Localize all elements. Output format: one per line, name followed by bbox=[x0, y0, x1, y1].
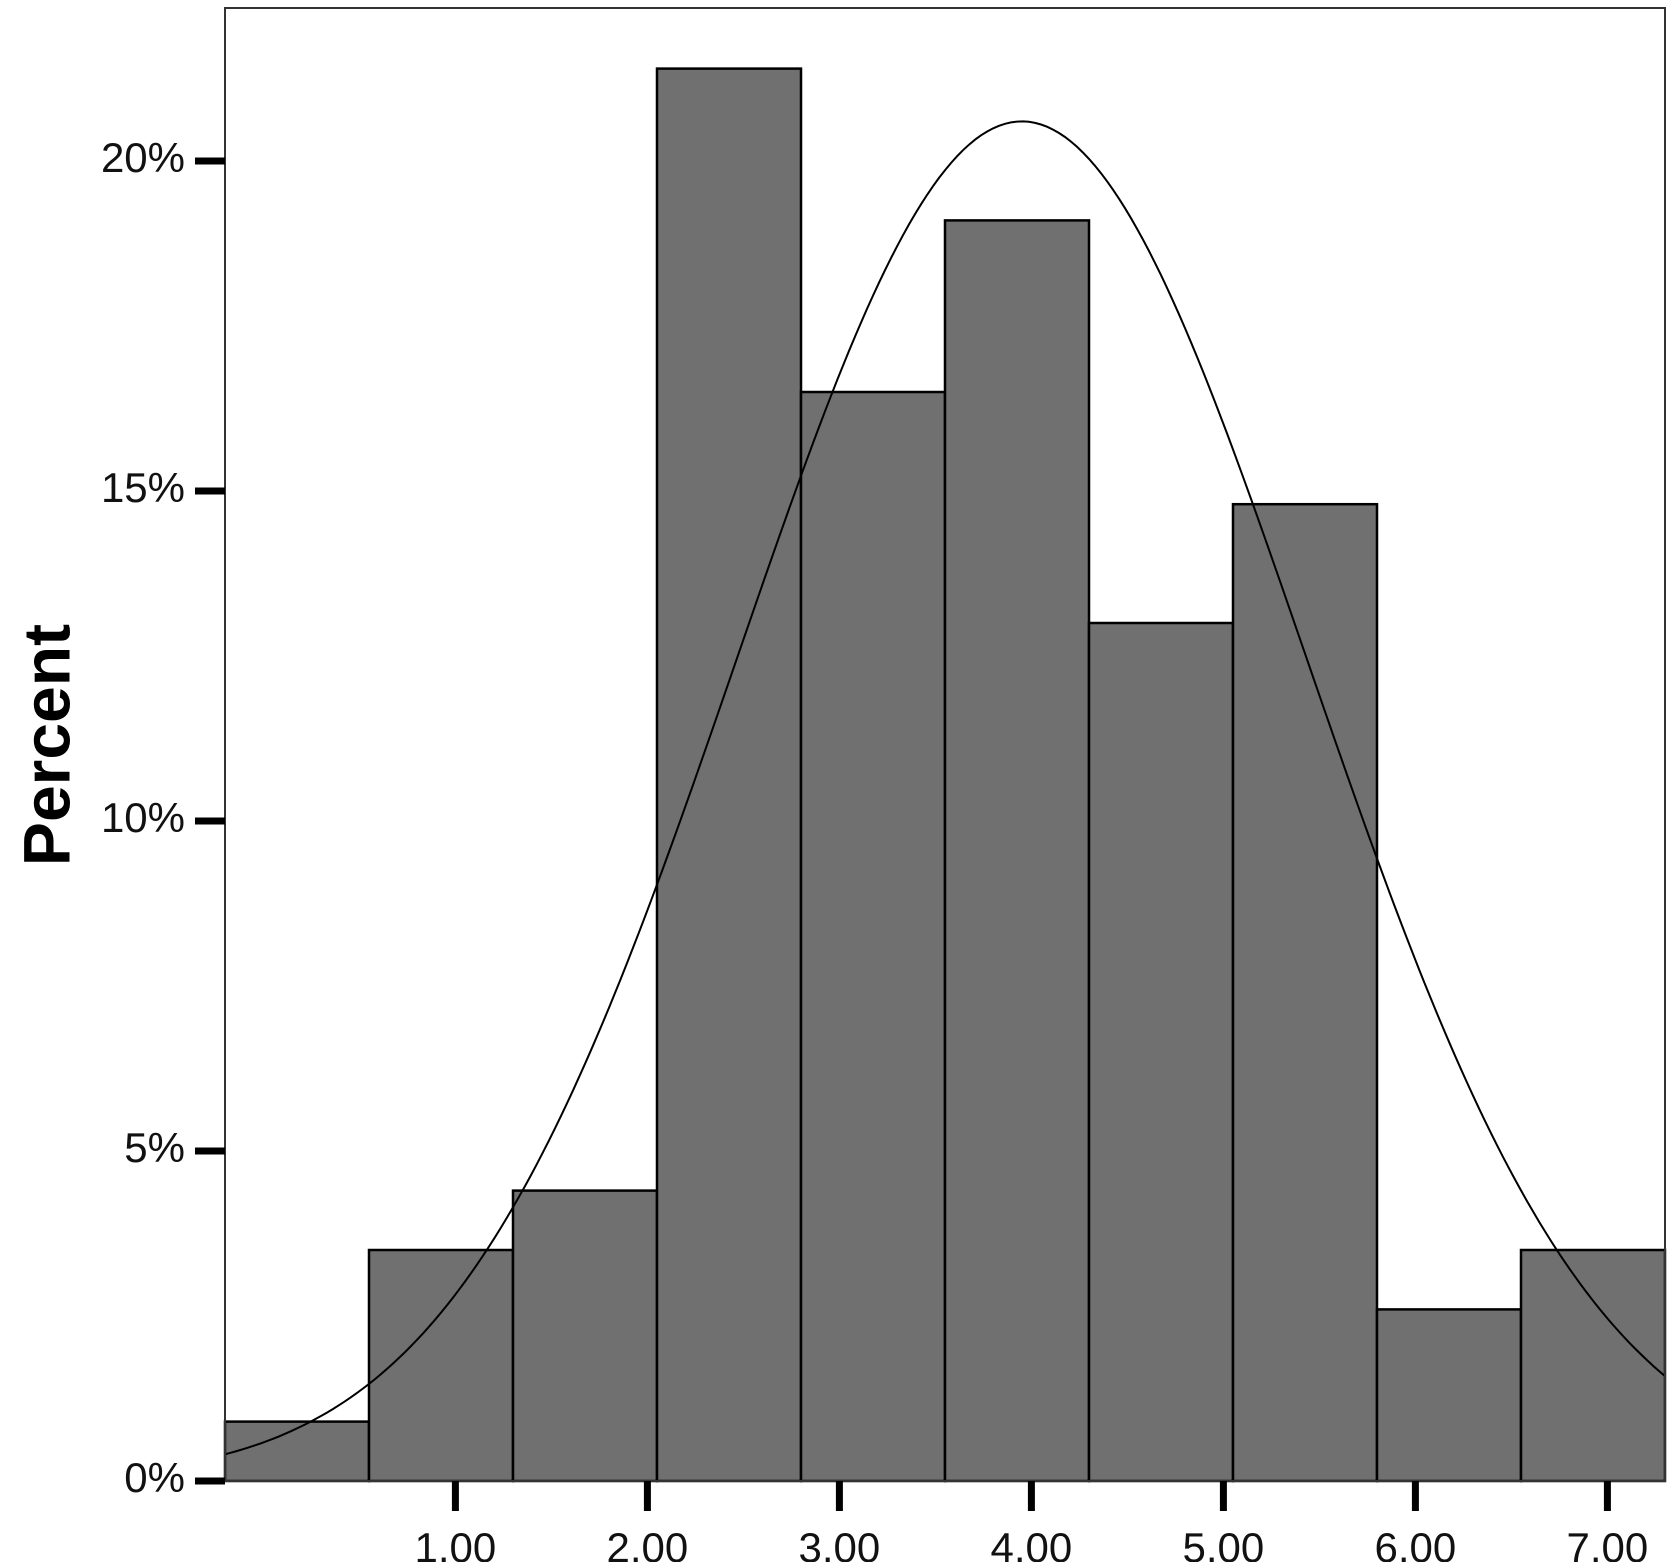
histogram-bar-8 bbox=[1231, 502, 1379, 1483]
histogram-bar-6 bbox=[943, 219, 1091, 1483]
histogram-bar-1 bbox=[223, 1420, 371, 1483]
bars-group bbox=[223, 67, 1667, 1483]
y-tick-label: 10% bbox=[101, 794, 185, 841]
histogram-bar-7 bbox=[1087, 621, 1235, 1483]
y-tick-label: 20% bbox=[101, 134, 185, 181]
histogram-bar-2 bbox=[367, 1248, 515, 1483]
histogram-bar-10 bbox=[1519, 1248, 1667, 1483]
histogram-bar-4 bbox=[655, 67, 803, 1483]
y-axis-title: Percent bbox=[9, 624, 83, 866]
x-tick-label: 4.00 bbox=[991, 1524, 1073, 1562]
histogram-bar-5 bbox=[799, 390, 947, 1483]
plot-frame bbox=[224, 7, 1666, 1482]
x-axis: 1.00 2.00 3.00 4.00 5.00 6.00 7.00 bbox=[415, 1481, 1649, 1562]
histogram-bar-3 bbox=[511, 1189, 659, 1483]
x-tick-label: 6.00 bbox=[1375, 1524, 1457, 1562]
y-tick-label: 0% bbox=[124, 1454, 185, 1501]
x-tick-label: 1.00 bbox=[415, 1524, 497, 1562]
x-tick-label: 7.00 bbox=[1567, 1524, 1649, 1562]
y-tick-label: 15% bbox=[101, 464, 185, 511]
normal-curve bbox=[224, 120, 1666, 1456]
y-tick-label: 5% bbox=[124, 1124, 185, 1171]
x-tick-label: 3.00 bbox=[799, 1524, 881, 1562]
x-tick-label: 2.00 bbox=[607, 1524, 689, 1562]
y-axis: 0% 5% 10% 15% 20% bbox=[101, 134, 225, 1501]
x-tick-label: 5.00 bbox=[1183, 1524, 1265, 1562]
histogram-bar-9 bbox=[1375, 1308, 1523, 1483]
